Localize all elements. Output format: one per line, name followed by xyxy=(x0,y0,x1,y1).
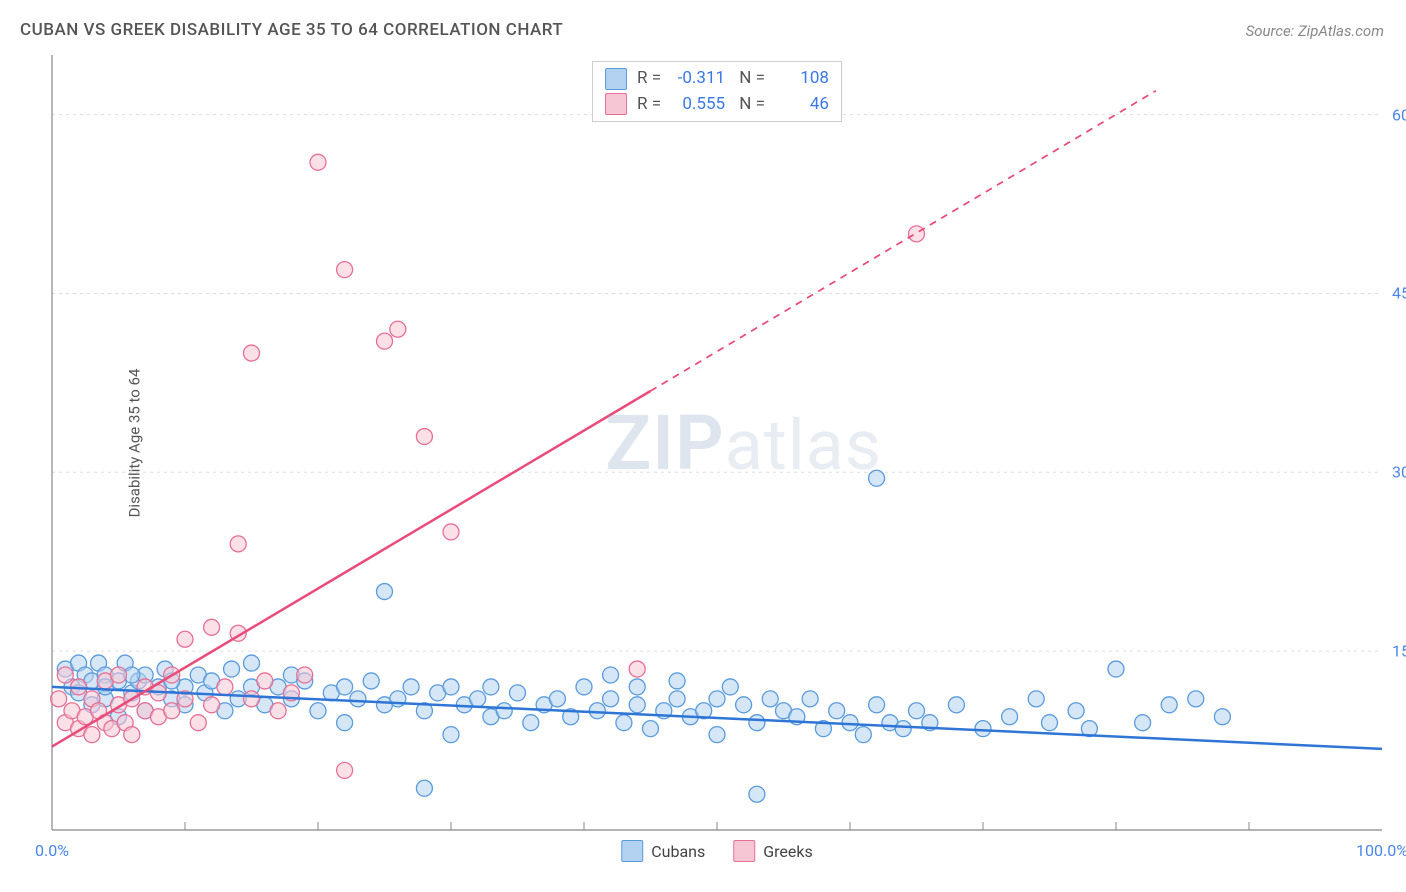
y-tick-label: 15.0% xyxy=(1392,642,1406,661)
legend-row-greeks: R = 0.555 N = 46 xyxy=(605,92,829,118)
x-legend-swatch-cubans xyxy=(621,840,643,862)
x-legend: Cubans Greeks xyxy=(621,840,813,862)
chart-svg xyxy=(52,55,1382,830)
y-tick-label: 45.0% xyxy=(1392,284,1406,303)
y-tick-label: 30.0% xyxy=(1392,463,1406,482)
y-axis-label: Disability Age 35 to 64 xyxy=(125,368,143,517)
x-legend-label-greeks: Greeks xyxy=(763,842,813,861)
legend-r-label: R = xyxy=(637,92,661,118)
legend-r-value-cubans: -0.311 xyxy=(671,66,725,92)
x-legend-swatch-greeks xyxy=(733,840,755,862)
stat-legend: R = -0.311 N = 108 R = 0.555 N = 46 xyxy=(592,61,842,122)
x-legend-item-cubans: Cubans xyxy=(621,840,705,862)
legend-swatch-cubans xyxy=(605,68,627,90)
source-label: Source: ZipAtlas.com xyxy=(1246,22,1384,40)
legend-n-value-cubans: 108 xyxy=(775,66,829,92)
legend-n-value-greeks: 46 xyxy=(775,92,829,118)
x-tick-label: 100.0% xyxy=(1356,841,1406,860)
y-tick-label: 60.0% xyxy=(1392,105,1406,124)
legend-r-value-greeks: 0.555 xyxy=(671,92,725,118)
legend-row-cubans: R = -0.311 N = 108 xyxy=(605,66,829,92)
plot-area: Disability Age 35 to 64 ZIPatlas R = -0.… xyxy=(52,55,1382,830)
legend-n-label: N = xyxy=(735,66,765,92)
chart-title: CUBAN VS GREEK DISABILITY AGE 35 TO 64 C… xyxy=(20,20,563,40)
x-tick-label: 0.0% xyxy=(35,841,69,860)
legend-n-label: N = xyxy=(735,92,765,118)
legend-swatch-greeks xyxy=(605,93,627,115)
legend-r-label: R = xyxy=(637,66,661,92)
x-legend-item-greeks: Greeks xyxy=(733,840,813,862)
x-legend-label-cubans: Cubans xyxy=(651,842,705,861)
